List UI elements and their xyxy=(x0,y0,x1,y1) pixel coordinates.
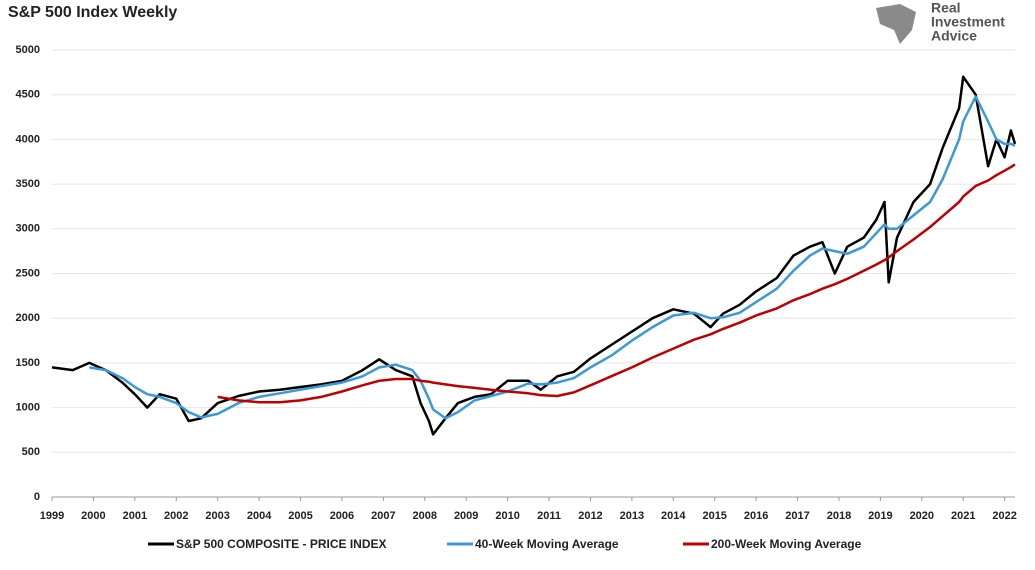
x-tick-label: 2006 xyxy=(330,510,354,522)
x-tick-label: 2000 xyxy=(81,510,105,522)
x-tick-label: 2016 xyxy=(744,510,768,522)
y-tick-label: 1000 xyxy=(16,402,40,414)
x-tick-label: 2007 xyxy=(371,510,395,522)
x-tick-label: 2012 xyxy=(578,510,602,522)
x-tick-label: 2008 xyxy=(413,510,437,522)
x-tick-label: 2009 xyxy=(454,510,478,522)
y-tick-label: 2500 xyxy=(16,267,40,279)
series-line xyxy=(89,95,1016,420)
y-tick-label: 0 xyxy=(34,491,40,503)
x-tick-label: 1999 xyxy=(40,510,64,522)
y-tick-label: 3000 xyxy=(16,223,40,235)
y-tick-label: 4000 xyxy=(16,133,40,145)
x-tick-label: 2015 xyxy=(702,510,726,522)
x-tick-label: 2002 xyxy=(164,510,188,522)
legend-label: 40-Week Moving Average xyxy=(475,537,619,551)
x-tick-label: 2001 xyxy=(123,510,147,522)
series-line xyxy=(217,163,1016,404)
x-tick-label: 2014 xyxy=(661,510,686,522)
x-tick-label: 2018 xyxy=(827,510,851,522)
x-tick-label: 2013 xyxy=(620,510,644,522)
x-tick-label: 2011 xyxy=(537,510,561,522)
x-tick-label: 2019 xyxy=(868,510,892,522)
series-line xyxy=(51,75,1017,436)
x-tick-label: 2003 xyxy=(205,510,229,522)
x-tick-label: 2010 xyxy=(495,510,519,522)
y-tick-label: 4500 xyxy=(16,89,40,101)
logo-text: Advice xyxy=(931,28,977,44)
x-tick-label: 2020 xyxy=(910,510,934,522)
y-tick-label: 3500 xyxy=(16,178,40,190)
legend-label: S&P 500 COMPOSITE - PRICE INDEX xyxy=(176,537,387,551)
y-tick-label: 500 xyxy=(22,446,40,458)
x-tick-label: 2022 xyxy=(992,510,1016,522)
logo-icon xyxy=(876,4,916,44)
logo-text: Investment xyxy=(931,14,1005,30)
x-tick-label: 2017 xyxy=(785,510,809,522)
x-tick-label: 2004 xyxy=(247,510,272,522)
legend-label: 200-Week Moving Average xyxy=(711,537,862,551)
y-tick-label: 2000 xyxy=(16,312,40,324)
x-tick-label: 2005 xyxy=(288,510,312,522)
chart-title: S&P 500 Index Weekly xyxy=(8,4,177,21)
logo-text: Real xyxy=(931,0,961,16)
x-tick-label: 2021 xyxy=(951,510,975,522)
y-tick-label: 1500 xyxy=(16,357,40,369)
y-tick-label: 5000 xyxy=(16,44,40,56)
